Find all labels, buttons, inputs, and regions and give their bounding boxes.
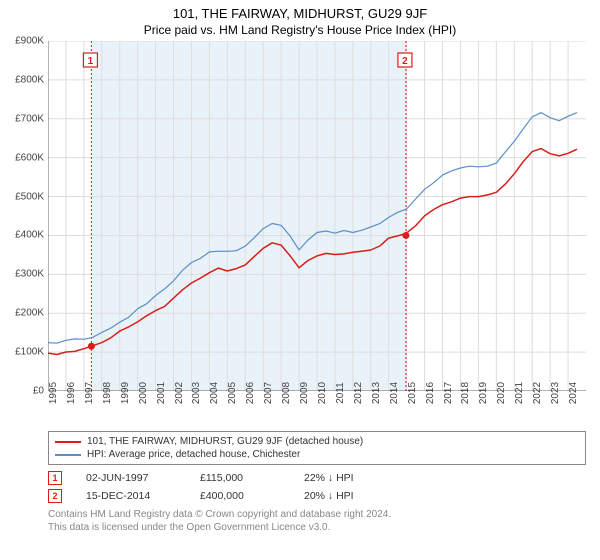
x-tick-label: 1998 — [102, 382, 113, 404]
y-tick-label: £200K — [15, 308, 48, 319]
sale-row: 1 02-JUN-1997 £115,000 22% ↓ HPI — [48, 469, 586, 487]
sale-row: 2 15-DEC-2014 £400,000 20% ↓ HPI — [48, 487, 586, 505]
x-axis-labels: 1995199619971998199920002001200220032004… — [48, 391, 586, 427]
x-tick-label: 2018 — [460, 382, 471, 404]
sale-marker-icon: 1 — [48, 471, 62, 485]
legend-line-hpi — [55, 454, 81, 456]
x-tick-label: 1996 — [66, 382, 77, 404]
x-tick-label: 2019 — [478, 382, 489, 404]
y-tick-label: £400K — [15, 230, 48, 241]
x-tick-label: 2001 — [156, 382, 167, 404]
y-tick-label: £500K — [15, 191, 48, 202]
footnote-licence: This data is licensed under the Open Gov… — [48, 522, 586, 533]
y-tick-label: £800K — [15, 74, 48, 85]
x-tick-label: 2023 — [550, 382, 561, 404]
x-tick-label: 2011 — [335, 382, 346, 404]
x-tick-label: 2012 — [353, 382, 364, 404]
x-tick-label: 1995 — [48, 382, 59, 404]
legend-item-property: 101, THE FAIRWAY, MIDHURST, GU29 9JF (de… — [55, 435, 579, 448]
x-tick-label: 2016 — [425, 382, 436, 404]
y-tick-label: £100K — [15, 347, 48, 358]
x-tick-label: 2024 — [568, 382, 579, 404]
sale-date: 15-DEC-2014 — [86, 490, 176, 502]
legend-item-hpi: HPI: Average price, detached house, Chic… — [55, 448, 579, 461]
sales-table: 1 02-JUN-1997 £115,000 22% ↓ HPI 2 15-DEC-201… — [48, 469, 586, 505]
x-tick-label: 2022 — [532, 382, 543, 404]
footnote-copyright: Contains HM Land Registry data © Crown c… — [48, 509, 586, 520]
chart-svg: 12 — [48, 41, 586, 391]
sale-marker-icon: 2 — [48, 489, 62, 503]
x-tick-label: 2007 — [263, 382, 274, 404]
x-tick-label: 2004 — [209, 382, 220, 404]
sale-date: 02-JUN-1997 — [86, 472, 176, 484]
sale-price: £115,000 — [200, 472, 280, 484]
x-tick-label: 2013 — [371, 382, 382, 404]
x-tick-label: 2020 — [496, 382, 507, 404]
page-title: 101, THE FAIRWAY, MIDHURST, GU29 9JF — [0, 0, 600, 21]
x-tick-label: 2021 — [514, 382, 525, 404]
y-tick-label: £600K — [15, 152, 48, 163]
x-tick-label: 2010 — [317, 382, 328, 404]
svg-text:2: 2 — [402, 56, 408, 67]
y-tick-label: £700K — [15, 113, 48, 124]
x-tick-label: 2008 — [281, 382, 292, 404]
legend-line-property — [55, 441, 81, 443]
x-tick-label: 2014 — [389, 382, 400, 404]
page-subtitle: Price paid vs. HM Land Registry's House … — [0, 21, 600, 41]
sale-diff: 20% ↓ HPI — [304, 490, 354, 502]
chart: 12 £0£100K£200K£300K£400K£500K£600K£700K… — [48, 41, 586, 391]
x-tick-label: 2002 — [174, 382, 185, 404]
x-tick-label: 1997 — [84, 382, 95, 404]
x-tick-label: 2015 — [407, 382, 418, 404]
x-tick-label: 2009 — [299, 382, 310, 404]
x-tick-label: 2006 — [245, 382, 256, 404]
legend: 101, THE FAIRWAY, MIDHURST, GU29 9JF (de… — [48, 431, 586, 465]
sale-price: £400,000 — [200, 490, 280, 502]
sale-diff: 22% ↓ HPI — [304, 472, 354, 484]
y-tick-label: £300K — [15, 269, 48, 280]
x-tick-label: 2017 — [443, 382, 454, 404]
y-tick-label: £900K — [15, 36, 48, 47]
x-tick-label: 2005 — [227, 382, 238, 404]
legend-label-hpi: HPI: Average price, detached house, Chic… — [87, 449, 300, 460]
x-tick-label: 1999 — [120, 382, 131, 404]
x-tick-label: 2003 — [191, 382, 202, 404]
svg-text:1: 1 — [88, 56, 94, 67]
y-tick-label: £0 — [33, 386, 48, 397]
legend-label-property: 101, THE FAIRWAY, MIDHURST, GU29 9JF (de… — [87, 436, 363, 447]
x-tick-label: 2000 — [138, 382, 149, 404]
